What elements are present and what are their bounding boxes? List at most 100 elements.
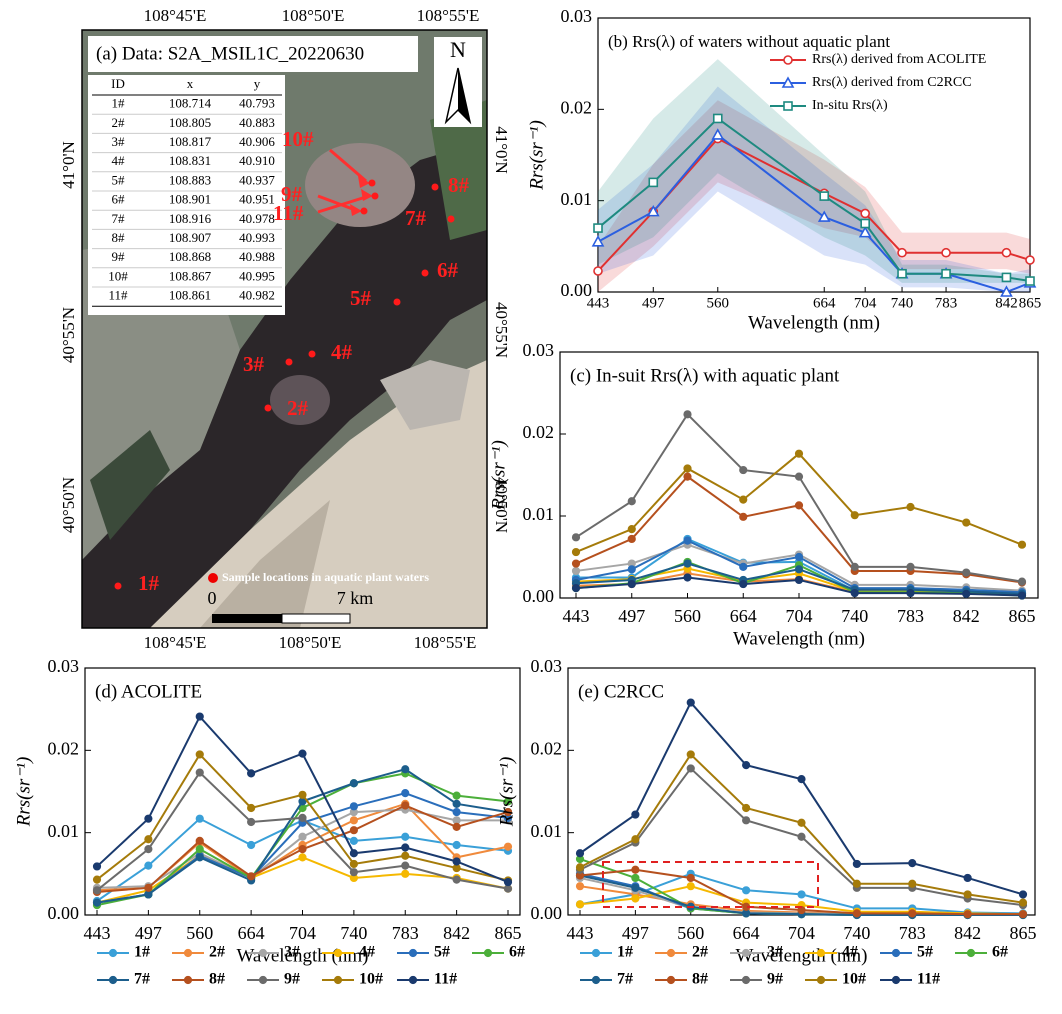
sample-label: 6#: [437, 258, 459, 282]
x-tick-label: 443: [587, 295, 610, 311]
x-tick-label: 664: [730, 606, 757, 626]
y-tick-label: 0.02: [561, 97, 593, 117]
marker: [247, 872, 256, 881]
highlight-box: [602, 861, 819, 908]
marker: [144, 814, 153, 823]
marker: [1000, 285, 1013, 297]
legend-label: 6#: [992, 944, 1008, 961]
scale-label: 0: [208, 588, 217, 608]
y-tick-label: 0.03: [531, 656, 563, 676]
marker: [401, 801, 410, 810]
y-tick-label: 0.01: [523, 504, 555, 524]
marker: [858, 225, 872, 238]
table-cell: 108.831: [169, 153, 211, 168]
map-tick-top: 108°45'E: [144, 6, 207, 25]
map-legend: Sample locations in aquatic plant waters: [222, 570, 429, 584]
table-cell: 40.995: [239, 268, 275, 283]
marker: [503, 797, 513, 806]
x-tick-label: 443: [84, 923, 111, 943]
sample-point: [285, 358, 293, 366]
x-tick-label: 560: [677, 923, 704, 943]
marker: [797, 818, 806, 827]
marker: [571, 559, 581, 568]
sample-label: 1#: [138, 571, 160, 595]
marker: [408, 948, 418, 958]
marker: [742, 816, 751, 825]
marker: [631, 810, 640, 819]
marker: [108, 975, 118, 985]
legend-label: Rrs(λ) derived from C2RCC: [812, 75, 972, 90]
table-cell: 108.883: [169, 172, 211, 187]
y-tick-label: 0.00: [561, 280, 593, 300]
marker: [816, 975, 826, 985]
marker: [195, 768, 204, 777]
sample-point: [368, 179, 376, 187]
marker: [452, 875, 461, 884]
y-tick-label: 0.03: [561, 6, 593, 26]
marker: [683, 536, 692, 545]
table-cell: 1#: [112, 96, 126, 111]
marker: [1017, 577, 1027, 586]
x-tick-label: 740: [891, 295, 914, 311]
marker: [575, 900, 585, 909]
marker: [258, 975, 268, 985]
x-tick-label: 704: [854, 295, 877, 311]
sample-point: [308, 350, 316, 358]
marker: [452, 791, 461, 800]
marker: [591, 235, 605, 247]
legend-label: In-situ Rrs(λ): [812, 98, 888, 113]
map-tick-bottom: 108°55'E: [414, 633, 477, 652]
marker: [298, 790, 307, 799]
marker: [298, 832, 307, 841]
marker: [1017, 540, 1027, 549]
legend-label: Rrs(λ) derived from ACOLITE: [812, 52, 986, 67]
marker: [401, 869, 410, 878]
marker: [962, 518, 971, 527]
table-cell: 6#: [112, 192, 126, 207]
marker: [452, 840, 461, 850]
marker: [908, 909, 917, 918]
marker: [195, 853, 204, 862]
marker: [108, 948, 118, 958]
legend-label: 7#: [617, 971, 633, 988]
marker: [683, 573, 692, 582]
sample-label: 4#: [331, 340, 353, 364]
table-cell: 3#: [112, 134, 126, 149]
marker: [686, 873, 695, 883]
marker: [966, 948, 976, 958]
marker: [852, 909, 861, 918]
callout-head: [350, 204, 362, 216]
marker: [571, 547, 581, 557]
table-header: x: [187, 76, 194, 91]
marker: [591, 975, 601, 985]
x-tick-label: 865: [1010, 923, 1037, 943]
marker: [627, 579, 636, 589]
legend-label: 4#: [842, 944, 858, 961]
table-cell: 40.988: [239, 249, 275, 264]
marker: [941, 268, 951, 279]
legend-label: 11#: [917, 971, 940, 988]
map-tick-left: 40°55'N: [59, 307, 78, 363]
marker: [646, 204, 660, 217]
table-cell: 7#: [112, 211, 126, 226]
marker: [797, 890, 806, 899]
table-cell: 4#: [112, 153, 126, 168]
x-tick-label: 560: [674, 606, 701, 626]
marker: [631, 883, 640, 892]
marker: [794, 565, 804, 574]
marker: [144, 883, 153, 892]
marker: [452, 822, 461, 832]
marker: [739, 579, 748, 589]
marker: [631, 873, 640, 883]
marker: [739, 465, 748, 475]
table-cell: 40.982: [239, 288, 275, 303]
marker: [575, 882, 585, 891]
x-tick-label: 783: [935, 295, 958, 311]
marker: [144, 890, 153, 899]
marker: [819, 191, 830, 201]
y-tick-label: 0.00: [523, 586, 555, 606]
marker: [891, 975, 901, 985]
marker: [593, 223, 603, 233]
legend-label: 11#: [434, 971, 457, 988]
